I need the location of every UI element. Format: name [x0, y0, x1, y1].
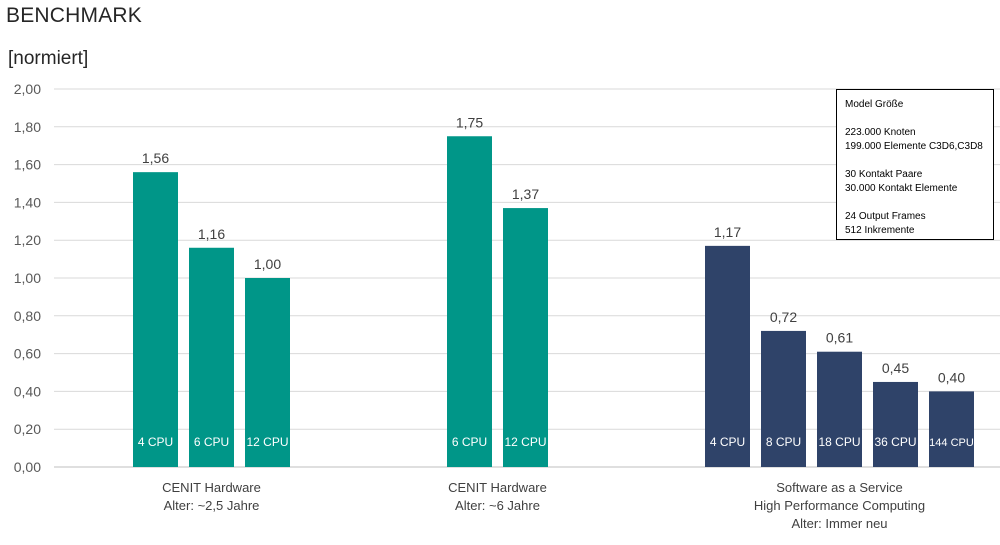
bar	[503, 208, 548, 467]
y-tick-label: 0,60	[14, 346, 41, 362]
bar	[929, 391, 974, 467]
chart-title: BENCHMARK	[6, 4, 142, 27]
y-tick-label: 1,00	[14, 270, 41, 286]
bar	[189, 247, 234, 467]
bar	[133, 172, 178, 467]
data-label: 0,40	[938, 369, 965, 385]
data-label: 1,17	[714, 224, 741, 240]
bar-category-label: 36 CPU	[874, 435, 916, 449]
data-label: 1,75	[456, 114, 483, 130]
bar-category-label: 4 CPU	[138, 435, 173, 449]
y-tick-label: 0,00	[14, 459, 41, 475]
group-label: Alter: ~6 Jahre	[455, 498, 540, 513]
y-tick-label: 0,20	[14, 421, 41, 437]
y-tick-label: 0,80	[14, 308, 41, 324]
model-info-box: Model Größe 223.000 Knoten 199.000 Element…	[836, 89, 994, 240]
group-label: CENIT Hardware	[162, 480, 261, 495]
y-tick-label: 1,60	[14, 157, 41, 173]
info-box-line: 30 Kontakt Paare	[845, 169, 923, 180]
bar	[447, 136, 492, 467]
bar-category-label: 18 CPU	[818, 435, 860, 449]
data-label: 1,56	[142, 150, 169, 166]
data-label: 0,72	[770, 309, 797, 325]
group-label: Alter: ~2,5 Jahre	[164, 498, 260, 513]
bar-category-label: 12 CPU	[504, 435, 546, 449]
info-box-spacer	[845, 154, 993, 168]
data-label: 1,00	[254, 256, 281, 272]
data-label: 1,16	[198, 226, 225, 242]
bar-category-label: 6 CPU	[194, 435, 229, 449]
group-label: Software as a Service	[776, 480, 902, 495]
group-label: CENIT Hardware	[448, 480, 547, 495]
info-box-line: 199.000 Elemente C3D6,C3D8	[845, 141, 983, 152]
bar	[817, 351, 862, 467]
y-tick-label: 1,80	[14, 119, 41, 135]
y-tick-label: 2,00	[14, 81, 41, 97]
bar	[245, 278, 290, 467]
group-label: Alter: Immer neu	[791, 516, 887, 531]
bar	[705, 245, 750, 467]
y-axis-unit-label: [normiert]	[8, 48, 89, 69]
info-box-line: 223.000 Knoten	[845, 127, 916, 138]
bar	[761, 330, 806, 467]
y-tick-label: 1,40	[14, 194, 41, 210]
bar-category-label: 144 CPU	[929, 437, 974, 449]
y-tick-label: 1,20	[14, 232, 41, 248]
data-label: 1,37	[512, 186, 539, 202]
group-label: High Performance Computing	[754, 498, 925, 513]
data-label: 0,61	[826, 330, 853, 346]
info-box-spacer	[845, 196, 993, 210]
info-box-line: 512 Inkremente	[845, 225, 915, 236]
info-box-spacer	[845, 112, 993, 126]
bar	[873, 381, 918, 467]
info-box-line: 24 Output Frames	[845, 211, 926, 222]
info-box-line: Model Größe	[845, 99, 904, 110]
bar-category-label: 12 CPU	[246, 435, 288, 449]
bar-category-label: 8 CPU	[766, 435, 801, 449]
bar-category-label: 6 CPU	[452, 435, 487, 449]
y-tick-label: 0,40	[14, 383, 41, 399]
info-box-line: 30.000 Kontakt Elemente	[845, 183, 958, 194]
data-label: 0,45	[882, 360, 909, 376]
bar-category-label: 4 CPU	[710, 435, 745, 449]
